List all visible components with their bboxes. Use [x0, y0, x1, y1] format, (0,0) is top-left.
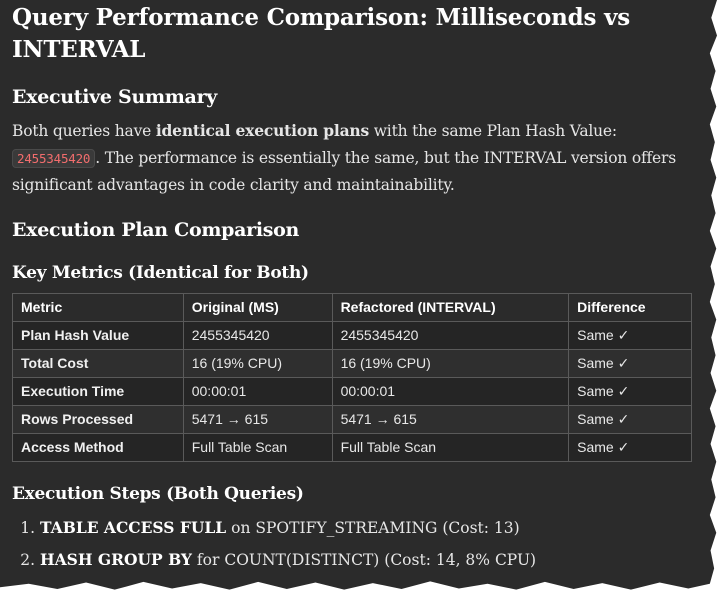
- step-operation: HASH GROUP BY: [40, 549, 192, 569]
- original-cell: Full Table Scan: [182, 432, 333, 462]
- table-row: Total Cost 16 (19% CPU) 16 (19% CPU) Sam…: [12, 348, 692, 378]
- metric-cell: Execution Time: [12, 376, 184, 406]
- difference-cell: Same ✓: [568, 432, 692, 462]
- execution-plan-heading: Execution Plan Comparison: [12, 218, 300, 241]
- original-cell: 16 (19% CPU): [182, 348, 333, 378]
- table-header-row: Metric Original (MS) Refactored (INTERVA…: [12, 292, 692, 322]
- difference-cell: Same ✓: [568, 404, 692, 434]
- refactored-cell: 2455345420: [331, 320, 570, 350]
- list-item: TABLE ACCESS FULL on SPOTIFY_STREAMING (…: [40, 512, 717, 544]
- original-cell: 00:00:01: [182, 376, 333, 406]
- refactored-cell: 00:00:01: [331, 376, 570, 406]
- metric-cell: Plan Hash Value: [12, 320, 184, 350]
- metric-cell: Access Method: [12, 432, 184, 462]
- column-header: Difference: [568, 292, 692, 322]
- refactored-cell: 5471 → 615: [331, 404, 570, 434]
- table-row: Rows Processed 5471 → 615 5471 → 615 Sam…: [12, 404, 692, 434]
- column-header: Refactored (INTERVAL): [331, 292, 570, 322]
- difference-cell: Same ✓: [568, 320, 692, 350]
- summary-intro: Both queries have: [12, 122, 156, 140]
- table-row: Access Method Full Table Scan Full Table…: [12, 432, 692, 462]
- refactored-cell: Full Table Scan: [331, 432, 570, 462]
- summary-mid: with the same Plan Hash Value:: [369, 122, 617, 140]
- key-metrics-heading: Key Metrics (Identical for Both): [12, 262, 309, 283]
- difference-cell: Same ✓: [568, 348, 692, 378]
- execution-steps-heading: Execution Steps (Both Queries): [12, 483, 304, 504]
- original-cell: 5471 → 615: [182, 404, 333, 434]
- table-row: Plan Hash Value 2455345420 2455345420 Sa…: [12, 320, 692, 350]
- execution-steps-list: TABLE ACCESS FULL on SPOTIFY_STREAMING (…: [12, 512, 717, 576]
- summary-end: . The performance is essentially the sam…: [12, 148, 676, 195]
- summary-paragraph: Both queries have identical execution pl…: [12, 118, 702, 199]
- summary-bold: identical execution plans: [155, 121, 370, 140]
- list-item: HASH GROUP BY for COUNT(DISTINCT) (Cost:…: [40, 544, 717, 576]
- column-header: Original (MS): [182, 292, 333, 322]
- step-detail: for COUNT(DISTINCT) (Cost: 14, 8% CPU): [192, 550, 537, 569]
- metric-cell: Rows Processed: [12, 404, 184, 434]
- plan-hash-code: 2455345420: [12, 148, 96, 168]
- metrics-table: Metric Original (MS) Refactored (INTERVA…: [12, 292, 692, 462]
- metric-cell: Total Cost: [12, 348, 184, 378]
- page-title: Query Performance Comparison: Millisecon…: [12, 4, 631, 63]
- table-row: Execution Time 00:00:01 00:00:01 Same ✓: [12, 376, 692, 406]
- difference-cell: Same ✓: [568, 376, 692, 406]
- original-cell: 2455345420: [182, 320, 333, 350]
- refactored-cell: 16 (19% CPU): [331, 348, 570, 378]
- step-detail: on SPOTIFY_STREAMING (Cost: 13): [226, 518, 520, 537]
- column-header: Metric: [12, 292, 184, 322]
- executive-summary-heading: Executive Summary: [12, 86, 218, 108]
- step-operation: TABLE ACCESS FULL: [40, 517, 227, 537]
